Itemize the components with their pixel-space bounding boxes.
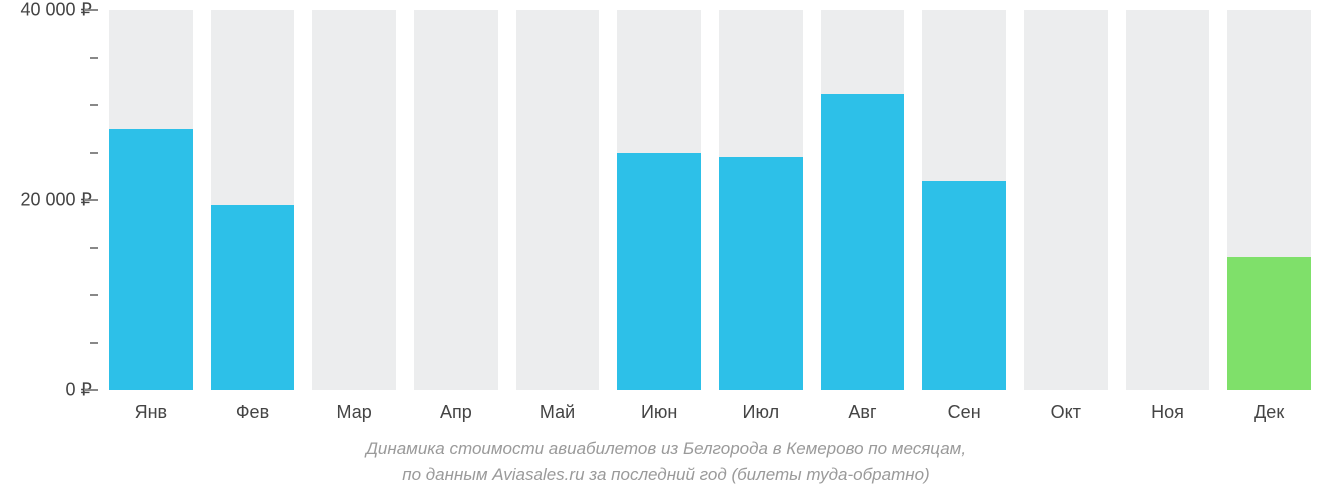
value-bar bbox=[211, 205, 294, 390]
value-bar bbox=[821, 94, 904, 390]
caption-line-2: по данным Aviasales.ru за последний год … bbox=[0, 462, 1332, 488]
bar-slot bbox=[719, 10, 802, 390]
chart-caption: Динамика стоимости авиабилетов из Белгор… bbox=[0, 436, 1332, 487]
plot-area bbox=[100, 10, 1320, 390]
x-axis-label: Дек bbox=[1254, 402, 1284, 423]
bar-slot bbox=[922, 10, 1005, 390]
y-major-tick bbox=[84, 389, 98, 391]
y-minor-tick bbox=[90, 294, 98, 296]
x-axis-label: Фев bbox=[236, 402, 269, 423]
bar-slot bbox=[821, 10, 904, 390]
bar-slot bbox=[1024, 10, 1107, 390]
y-axis-label: 40 000 ₽ bbox=[20, 0, 92, 21]
bar-slot bbox=[109, 10, 192, 390]
y-minor-tick bbox=[90, 342, 98, 344]
price-chart: 40 000 ₽ 20 000 ₽ 0 ₽ ЯнвФевМарАпрМайИюн… bbox=[0, 0, 1332, 502]
bar-group bbox=[100, 10, 1320, 390]
bar-background bbox=[312, 10, 395, 390]
x-axis-label: Июл bbox=[743, 402, 780, 423]
bar-background bbox=[1126, 10, 1209, 390]
bar-background bbox=[516, 10, 599, 390]
x-axis-label: Окт bbox=[1051, 402, 1081, 423]
value-bar bbox=[719, 157, 802, 390]
x-axis-label: Май bbox=[540, 402, 575, 423]
x-axis-label: Июн bbox=[641, 402, 677, 423]
x-axis-label: Мар bbox=[337, 402, 372, 423]
y-major-tick bbox=[84, 9, 98, 11]
y-minor-tick bbox=[90, 57, 98, 59]
bar-slot bbox=[516, 10, 599, 390]
bar-slot bbox=[312, 10, 395, 390]
y-major-tick bbox=[84, 199, 98, 201]
x-axis-label: Сен bbox=[948, 402, 981, 423]
x-axis-label: Янв bbox=[135, 402, 168, 423]
bar-slot bbox=[211, 10, 294, 390]
y-minor-tick bbox=[90, 247, 98, 249]
bar-slot bbox=[414, 10, 497, 390]
bar-background bbox=[1024, 10, 1107, 390]
x-axis-label: Апр bbox=[440, 402, 472, 423]
bar-slot bbox=[1126, 10, 1209, 390]
y-minor-tick bbox=[90, 104, 98, 106]
x-axis-label: Ноя bbox=[1151, 402, 1184, 423]
value-bar bbox=[1227, 257, 1310, 390]
bar-slot bbox=[617, 10, 700, 390]
bar-slot bbox=[1227, 10, 1310, 390]
value-bar bbox=[617, 153, 700, 391]
x-axis-label: Авг bbox=[848, 402, 876, 423]
value-bar bbox=[922, 181, 1005, 390]
y-axis-label: 20 000 ₽ bbox=[20, 190, 92, 211]
value-bar bbox=[109, 129, 192, 390]
y-minor-tick bbox=[90, 152, 98, 154]
bar-background bbox=[414, 10, 497, 390]
caption-line-1: Динамика стоимости авиабилетов из Белгор… bbox=[0, 436, 1332, 462]
